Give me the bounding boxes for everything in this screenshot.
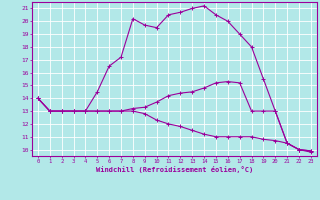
X-axis label: Windchill (Refroidissement éolien,°C): Windchill (Refroidissement éolien,°C) — [96, 166, 253, 173]
